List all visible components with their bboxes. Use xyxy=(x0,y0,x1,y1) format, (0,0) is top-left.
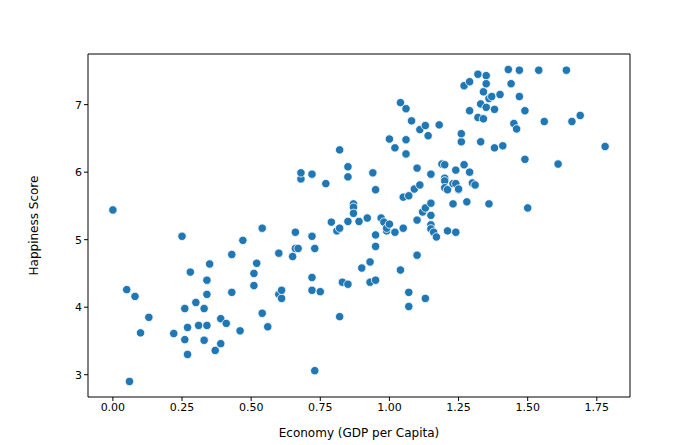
svg-text:1.75: 1.75 xyxy=(585,401,610,414)
svg-text:0.00: 0.00 xyxy=(101,401,126,414)
svg-text:5: 5 xyxy=(75,234,82,247)
svg-text:0.75: 0.75 xyxy=(308,401,333,414)
svg-text:1.00: 1.00 xyxy=(377,401,402,414)
svg-text:Happiness Score: Happiness Score xyxy=(27,176,41,276)
svg-text:7: 7 xyxy=(75,99,82,112)
svg-text:0.25: 0.25 xyxy=(170,401,195,414)
svg-text:1.50: 1.50 xyxy=(515,401,540,414)
svg-text:3: 3 xyxy=(75,369,82,382)
svg-text:0.50: 0.50 xyxy=(239,401,264,414)
svg-text:4: 4 xyxy=(75,301,82,314)
svg-text:6: 6 xyxy=(75,166,82,179)
svg-text:1.25: 1.25 xyxy=(446,401,471,414)
svg-text:Economy (GDP per Capita): Economy (GDP per Capita) xyxy=(279,426,440,440)
